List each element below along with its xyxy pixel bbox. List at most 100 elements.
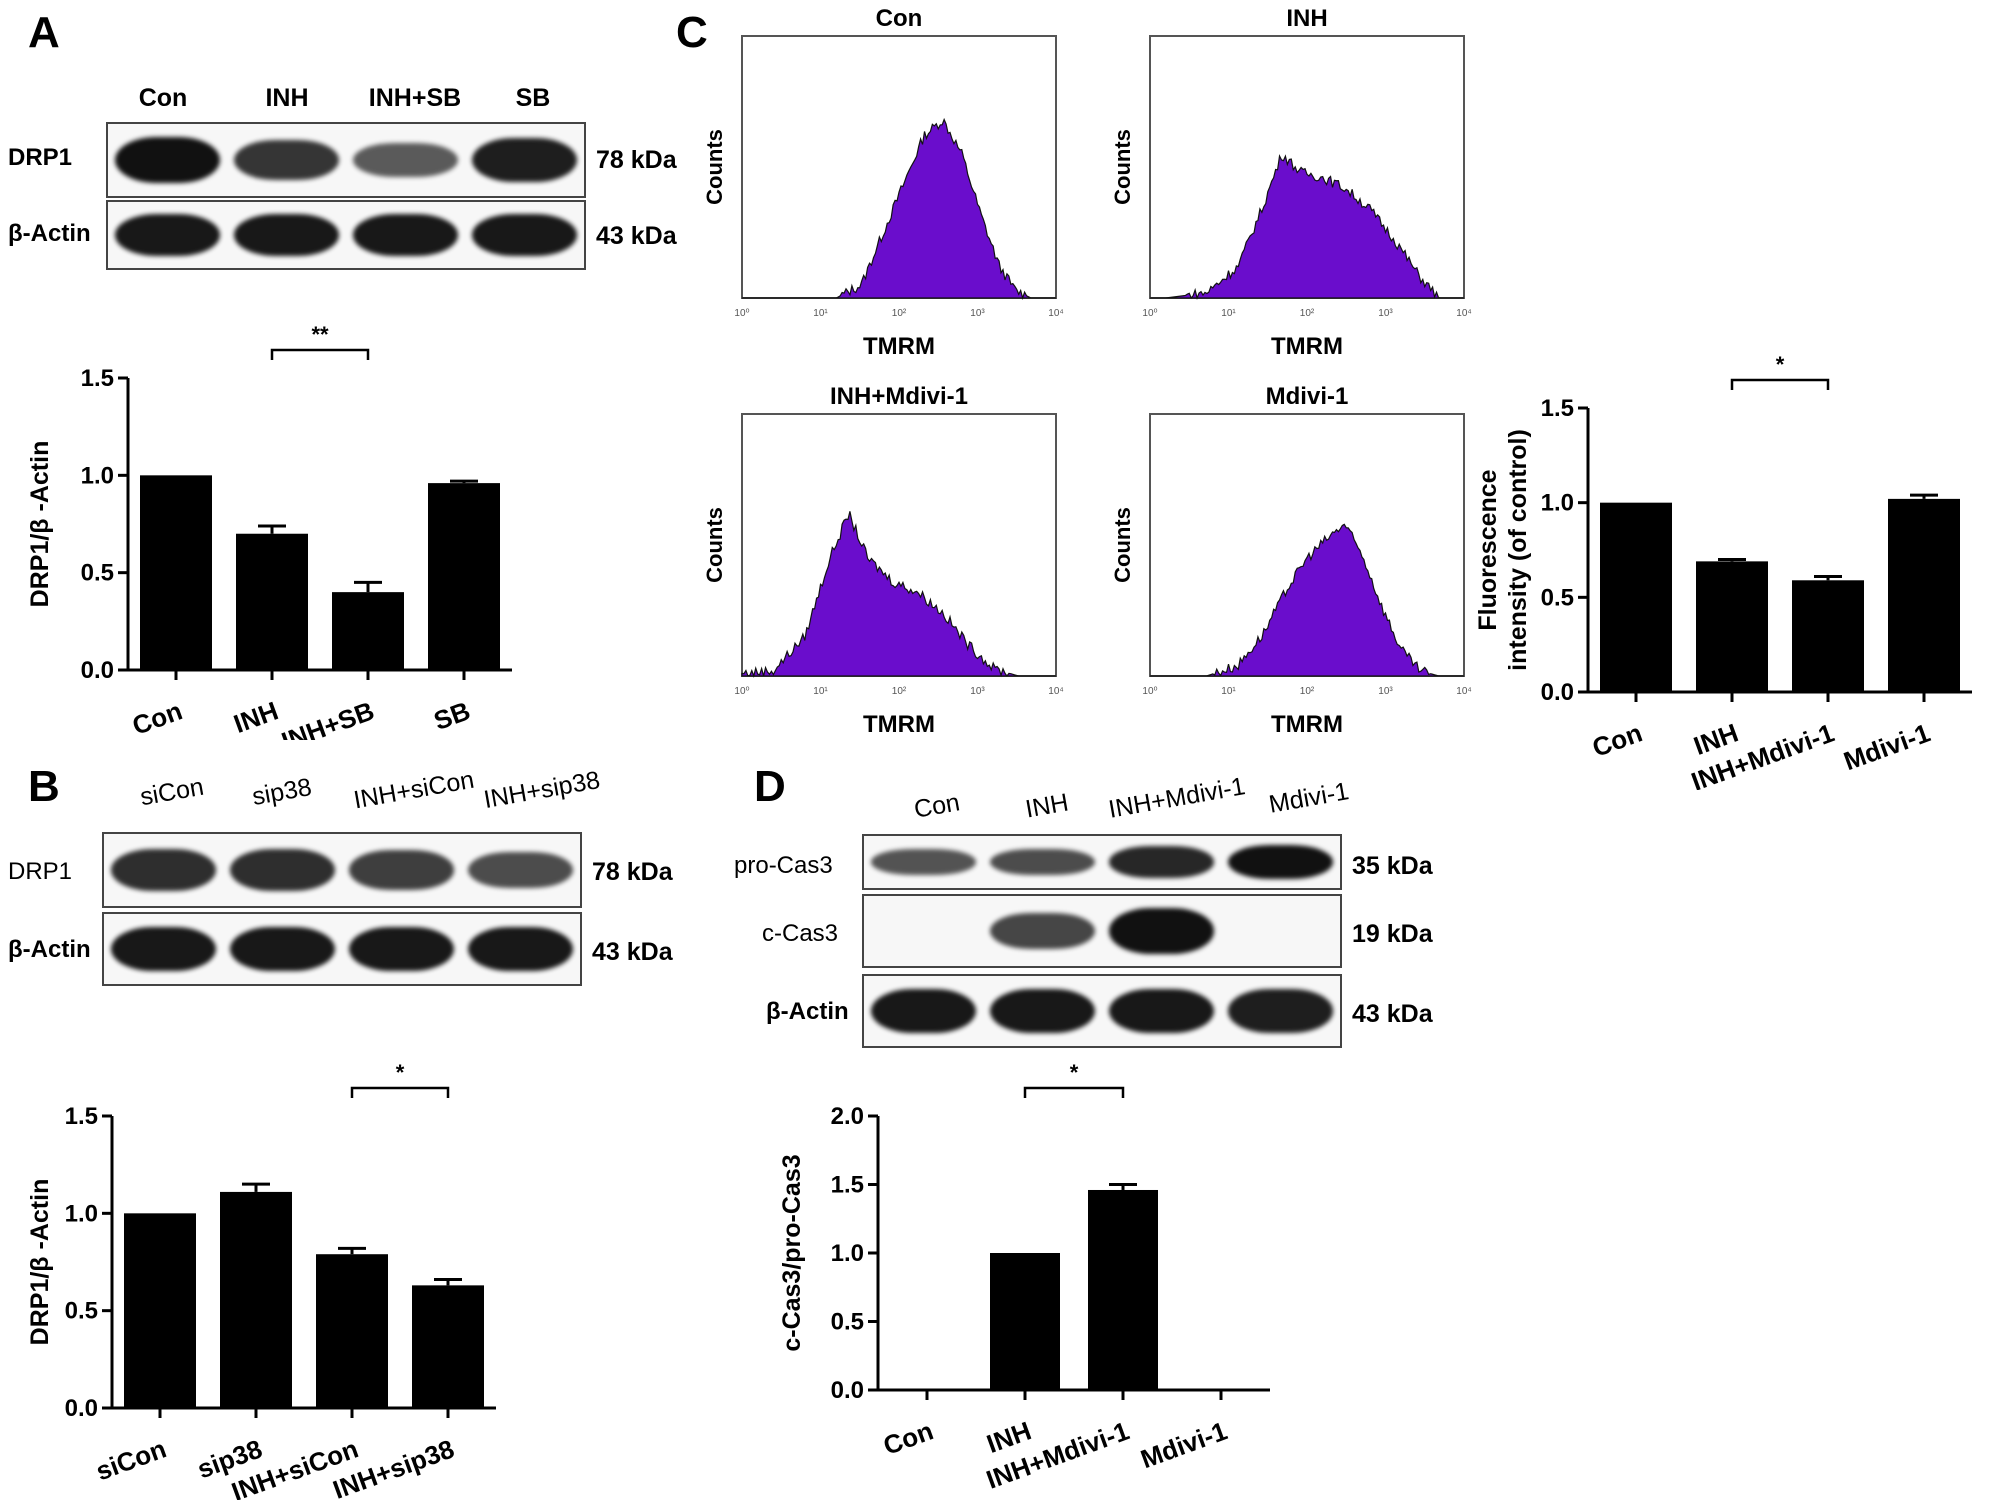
- histogram-tick: 10³: [1378, 686, 1393, 697]
- blot-band: [1228, 845, 1333, 879]
- blot-row-label: DRP1: [8, 858, 73, 885]
- y-axis-label: DRP1/β -Actin: [26, 441, 54, 608]
- histogram-xlabel: TMRM: [1271, 711, 1343, 738]
- x-tick-label: SB: [430, 695, 474, 736]
- y-tick-label: 1.0: [81, 462, 114, 489]
- histogram-tick: 10¹: [813, 686, 828, 697]
- x-tick-label: INH+SB: [278, 695, 379, 740]
- lane-label: Mdivi-1: [1266, 777, 1352, 819]
- histogram-ylabel: Counts: [1110, 507, 1135, 583]
- lane-label: sip38: [250, 773, 314, 811]
- histogram-xlabel: TMRM: [863, 333, 935, 360]
- significance-label: *: [1776, 352, 1785, 377]
- histogram-inh-mdivi: INH+Mdivi-1 Counts TMRM 10⁰ 10¹ 10² 10³ 10⁴: [690, 378, 1070, 738]
- histogram-fill: [1150, 153, 1464, 300]
- y-axis-label: Fluorescenceintensity (of control): [1474, 429, 1532, 671]
- y-tick-label: 1.0: [1541, 490, 1574, 517]
- blot-row-label: DRP1: [8, 144, 73, 171]
- histogram-tick: 10²: [892, 308, 907, 319]
- histogram-tick: 10⁴: [1456, 308, 1471, 319]
- kda-label: 35 kDa: [1352, 852, 1433, 880]
- histogram-xlabel: TMRM: [863, 711, 935, 738]
- lane-label: Con: [911, 788, 962, 824]
- y-tick-label: 0.0: [81, 657, 114, 684]
- histogram-tick: 10²: [892, 686, 907, 697]
- blot-band: [468, 926, 573, 972]
- x-tick-label: Mdivi-1: [1137, 1415, 1231, 1474]
- bar: [1792, 580, 1864, 692]
- blot-strip: [102, 832, 582, 908]
- blot-row-label: β-Actin: [8, 220, 91, 247]
- blot-band: [234, 214, 339, 256]
- significance-bracket: [270, 348, 370, 360]
- y-tick-label: 1.5: [81, 365, 114, 392]
- lane-label: Con: [138, 84, 188, 112]
- blot-band: [353, 142, 458, 178]
- panel-letter-c: C: [676, 8, 708, 57]
- histogram-tick: 10⁴: [1456, 686, 1471, 697]
- significance-label: **: [311, 322, 329, 347]
- blot-strip: [862, 974, 1342, 1048]
- histogram-ylabel: Counts: [702, 507, 727, 583]
- histogram-tick: 10¹: [813, 308, 828, 319]
- y-tick-label: 2.0: [831, 1103, 864, 1130]
- blot-band: [1109, 988, 1214, 1034]
- histogram-tick: 10²: [1300, 686, 1315, 697]
- kda-label: 19 kDa: [1352, 920, 1433, 948]
- histogram-fill: [741, 511, 1056, 678]
- lane-label: INH: [265, 84, 309, 112]
- kda-label: 43 kDa: [596, 222, 677, 250]
- histogram-inh: INH Counts TMRM 10⁰ 10¹ 10² 10³ 10⁴: [1098, 0, 1478, 360]
- bar: [990, 1253, 1060, 1390]
- bar: [124, 1213, 196, 1408]
- histogram-tick: 10⁰: [734, 686, 749, 697]
- blot-strip: [862, 894, 1342, 968]
- histogram-tick: 10⁴: [1048, 686, 1063, 697]
- histogram-fill: [1150, 523, 1464, 677]
- histogram-tick: 10¹: [1221, 308, 1236, 319]
- histogram-tick: 10⁰: [1142, 308, 1157, 319]
- bar: [316, 1254, 388, 1408]
- blot-band: [349, 926, 454, 972]
- bar-chart-c: 0.0 0.5 1.0 1.5 Fluorescenceintensity (of co…: [1474, 352, 1972, 790]
- blot-row-label: β-Actin: [8, 936, 91, 963]
- blot-band: [1109, 846, 1214, 878]
- blot-strip: [106, 200, 586, 270]
- panel-letter-d: D: [754, 762, 786, 811]
- blot-band: [111, 849, 216, 891]
- bar: [412, 1285, 484, 1408]
- significance-bracket: [350, 1086, 450, 1098]
- kda-label: 43 kDa: [1352, 1000, 1433, 1028]
- y-tick-label: 0.5: [81, 560, 114, 587]
- blot-strip: [862, 834, 1342, 890]
- significance-bracket: [1730, 378, 1830, 390]
- bar: [220, 1191, 292, 1408]
- blot-band: [115, 136, 220, 184]
- significance-label: *: [1070, 1060, 1079, 1085]
- histogram-xlabel: TMRM: [1271, 333, 1343, 360]
- blot-band: [353, 214, 458, 256]
- bar: [1696, 561, 1768, 692]
- y-tick-label: 1.5: [1541, 395, 1574, 422]
- histogram-tick: 10²: [1300, 308, 1315, 319]
- blot-band: [234, 139, 339, 181]
- histogram-tick: 10³: [970, 308, 985, 319]
- y-tick-label: 0.0: [1541, 679, 1574, 706]
- bar: [1600, 502, 1672, 692]
- kda-label: 78 kDa: [596, 146, 677, 174]
- y-tick-label: 1.5: [831, 1172, 864, 1199]
- y-axis-label: DRP1/β -Actin: [26, 1179, 54, 1346]
- y-tick-label: 1.0: [65, 1200, 98, 1227]
- blot-row-label: pro-Cas3: [734, 852, 833, 879]
- blot-band: [871, 849, 976, 875]
- lane-label: INH+SB: [368, 84, 462, 112]
- kda-label: 78 kDa: [592, 858, 673, 886]
- lane-label: INH: [1023, 788, 1071, 824]
- bar: [1088, 1189, 1158, 1390]
- lane-label: siCon: [137, 772, 206, 812]
- blot-band: [1228, 989, 1333, 1033]
- blot-band: [472, 137, 577, 183]
- x-tick-label: Con: [879, 1415, 937, 1460]
